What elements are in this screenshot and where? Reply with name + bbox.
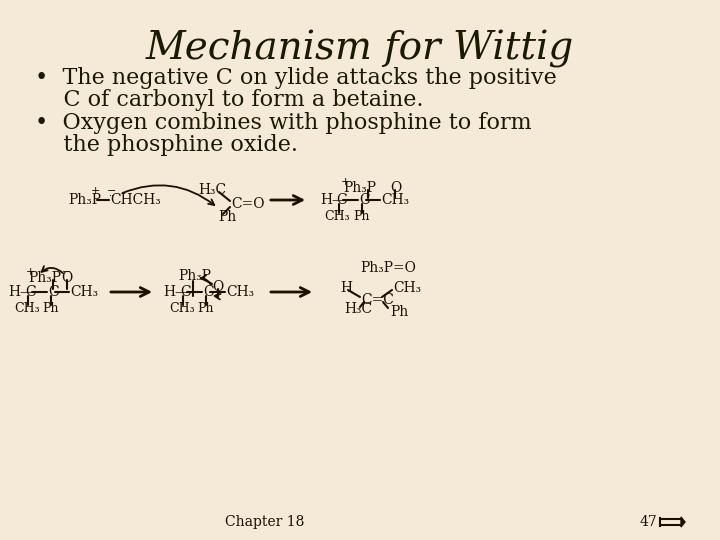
Text: −: − <box>63 267 72 277</box>
Text: C: C <box>203 285 214 299</box>
Text: C: C <box>48 285 58 299</box>
Text: Ph₃P=O: Ph₃P=O <box>360 261 416 275</box>
Text: Ph₃P: Ph₃P <box>178 269 211 283</box>
Text: H₃C: H₃C <box>344 302 372 316</box>
Polygon shape <box>681 517 685 527</box>
Text: Ph: Ph <box>218 210 236 224</box>
Text: the phosphine oxide.: the phosphine oxide. <box>35 134 298 156</box>
Text: CH₃: CH₃ <box>381 193 409 207</box>
Text: •  Oxygen combines with phosphine to form: • Oxygen combines with phosphine to form <box>35 112 531 134</box>
Text: H—: H— <box>8 285 34 299</box>
Text: CH₃: CH₃ <box>393 281 421 295</box>
Text: H—: H— <box>320 193 346 207</box>
Text: CH₃: CH₃ <box>226 285 254 299</box>
Text: +: + <box>341 177 350 187</box>
Text: C: C <box>336 193 346 207</box>
Text: C: C <box>25 285 35 299</box>
Text: H—: H— <box>163 285 189 299</box>
Text: CH₃: CH₃ <box>70 285 98 299</box>
Text: Ph: Ph <box>354 211 370 224</box>
Text: Ph₃P: Ph₃P <box>68 193 101 207</box>
Text: C: C <box>180 285 191 299</box>
Text: C=C: C=C <box>361 293 394 307</box>
Text: Ph: Ph <box>198 302 215 315</box>
Text: O: O <box>390 181 401 195</box>
Text: O: O <box>61 271 72 285</box>
Text: CHCH₃: CHCH₃ <box>110 193 161 207</box>
Text: Ph: Ph <box>42 302 59 315</box>
Text: C of carbonyl to form a betaine.: C of carbonyl to form a betaine. <box>35 89 423 111</box>
Text: CH₃: CH₃ <box>14 302 40 315</box>
Text: −: − <box>107 186 117 196</box>
Text: H: H <box>340 281 352 295</box>
Text: CH₃: CH₃ <box>324 211 350 224</box>
Text: •  The negative C on ylide attacks the positive: • The negative C on ylide attacks the po… <box>35 67 557 89</box>
Text: Ph: Ph <box>390 305 408 319</box>
Text: C: C <box>359 193 369 207</box>
Text: O: O <box>212 280 223 294</box>
Text: C=O: C=O <box>231 197 264 211</box>
Text: +: + <box>25 267 35 277</box>
Text: H₃C: H₃C <box>198 183 226 197</box>
Text: +: + <box>90 186 99 196</box>
Text: 47: 47 <box>639 515 657 529</box>
Text: ··: ·· <box>108 192 114 200</box>
Text: Chapter 18: Chapter 18 <box>225 515 305 529</box>
Text: Mechanism for Wittig: Mechanism for Wittig <box>146 30 574 68</box>
Text: Ph₃P: Ph₃P <box>28 271 61 285</box>
Text: CH₃: CH₃ <box>169 302 195 315</box>
Text: Ph₃P: Ph₃P <box>343 181 376 195</box>
